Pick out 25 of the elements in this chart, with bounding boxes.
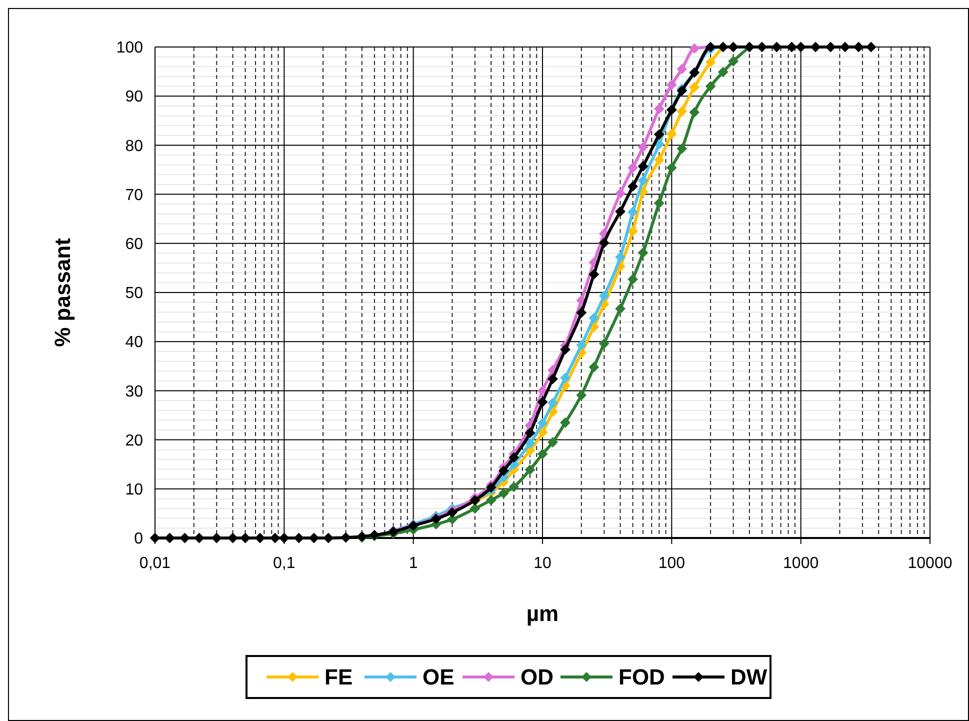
x-axis-title: µm xyxy=(526,601,559,626)
x-tick-label: 0,1 xyxy=(273,555,296,572)
y-tick-label: 0 xyxy=(134,530,144,548)
y-tick-label: 40 xyxy=(125,334,144,352)
x-tick-label: 1000 xyxy=(783,555,819,572)
y-axis-title: % passant xyxy=(50,237,75,347)
legend-label: FOD xyxy=(618,664,665,690)
y-tick-label: 30 xyxy=(125,383,144,400)
y-tick-label: 60 xyxy=(125,236,144,253)
y-tick-label: 20 xyxy=(125,432,144,450)
x-tick-label: 0,01 xyxy=(139,555,171,572)
legend-label: FE xyxy=(324,664,353,690)
x-tick-label: 100 xyxy=(658,555,686,572)
legend-label: DW xyxy=(730,664,768,690)
y-tick-label: 70 xyxy=(125,186,144,204)
y-tick-label: 10 xyxy=(125,482,144,498)
x-tick-label: 1 xyxy=(408,555,418,572)
x-tick-label: 10000 xyxy=(908,555,952,572)
legend-label: OE xyxy=(422,664,454,690)
y-tick-label: 90 xyxy=(125,88,144,106)
y-tick-label: 50 xyxy=(125,285,144,302)
legend-label: OD xyxy=(520,664,554,690)
x-tick-label: 10 xyxy=(534,555,552,572)
y-tick-label: 80 xyxy=(125,138,144,155)
y-tick-label: 100 xyxy=(116,40,144,57)
